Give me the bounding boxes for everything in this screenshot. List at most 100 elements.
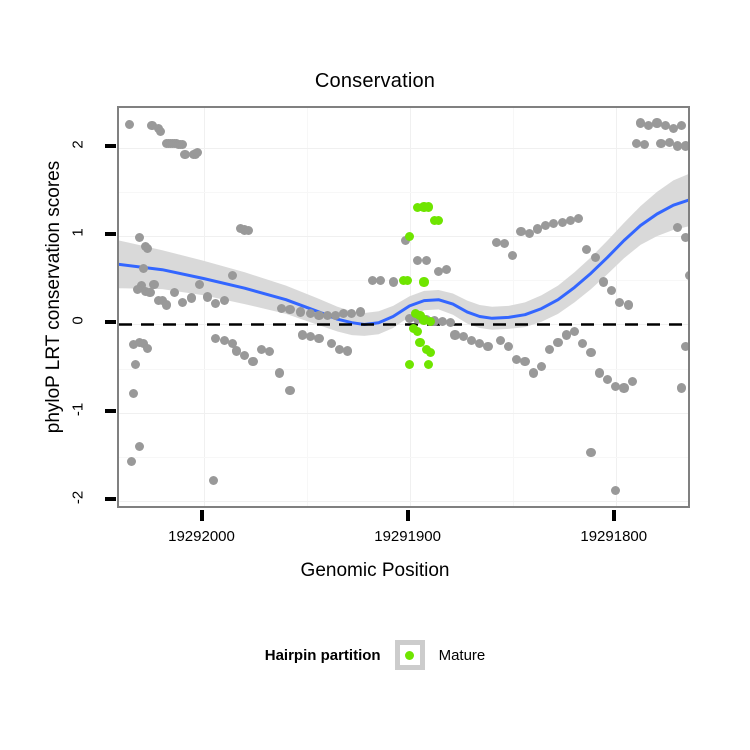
x-axis-tick-label: 19291800 xyxy=(580,528,648,545)
confidence-band xyxy=(119,174,688,336)
scatter-point-other xyxy=(475,339,485,349)
y-axis-tick-label: 2 xyxy=(69,140,87,149)
plot-panel xyxy=(117,106,690,508)
scatter-point-other xyxy=(541,220,551,231)
scatter-point-other xyxy=(656,138,666,148)
scatter-point-other xyxy=(433,266,444,277)
scatter-point-other xyxy=(334,344,345,354)
scatter-point-other xyxy=(512,355,522,365)
scatter-point-mature xyxy=(425,348,435,358)
scatter-point-other xyxy=(532,224,542,234)
scatter-point-mature xyxy=(402,275,413,285)
scatter-point-other xyxy=(413,256,423,266)
legend-item-label-mature: Mature xyxy=(438,646,486,664)
y-axis-tick-label: 0 xyxy=(69,316,87,326)
scatter-point-other xyxy=(565,215,575,225)
scatter-point-other xyxy=(314,333,324,344)
scatter-point-other xyxy=(458,332,468,342)
scatter-point-other xyxy=(132,284,143,294)
gridline-horizontal-minor xyxy=(119,368,688,370)
scatter-point-other xyxy=(149,280,159,290)
scatter-point-mature xyxy=(433,215,444,225)
x-axis-tick-mark xyxy=(405,510,410,521)
scatter-point-mature xyxy=(419,277,429,287)
scatter-points-layer xyxy=(119,108,688,506)
x-axis-tick-label: 19292000 xyxy=(168,528,235,545)
scatter-point-other xyxy=(561,330,571,340)
gridline-vertical-major xyxy=(203,108,205,506)
scatter-point-other xyxy=(143,343,153,353)
scatter-point-other xyxy=(685,271,688,281)
scatter-point-other xyxy=(672,222,683,232)
page-title: Conservation xyxy=(314,70,436,92)
legend-key-mature[interactable] xyxy=(394,640,425,670)
scatter-point-mature xyxy=(425,317,435,327)
scatter-point-other xyxy=(586,348,596,358)
scatter-point-other xyxy=(306,332,316,342)
scatter-point-other xyxy=(677,121,687,131)
y-axis-tick-label: -1 xyxy=(69,402,87,416)
scatter-point-other xyxy=(367,275,378,285)
scatter-point-other xyxy=(574,213,584,224)
scatter-point-other xyxy=(528,368,538,378)
scatter-point-other xyxy=(672,141,683,151)
scatter-point-other xyxy=(147,121,157,131)
scatter-point-other xyxy=(306,309,316,319)
green-dot-icon xyxy=(405,650,415,660)
scatter-point-other xyxy=(631,138,641,148)
gridline-horizontal-major xyxy=(119,412,688,414)
scatter-point-other xyxy=(126,456,136,466)
scatter-point-other xyxy=(450,330,460,340)
scatter-point-other xyxy=(244,226,254,236)
scatter-point-other xyxy=(615,297,625,307)
scatter-point-other xyxy=(178,297,188,307)
scatter-point-other xyxy=(405,313,415,323)
scatter-point-other xyxy=(602,374,613,384)
scatter-point-other xyxy=(586,447,596,458)
scatter-point-other xyxy=(607,286,617,296)
scatter-point-other xyxy=(248,356,258,367)
scatter-point-other xyxy=(227,271,237,281)
scatter-point-other xyxy=(545,344,555,354)
scatter-point-other xyxy=(161,300,171,310)
scatter-point-other xyxy=(594,368,604,378)
scatter-point-other xyxy=(135,233,145,243)
scatter-point-other xyxy=(598,277,608,287)
x-axis-tick-mark xyxy=(199,510,204,521)
scatter-point-other xyxy=(508,250,518,261)
gridline-horizontal-major xyxy=(119,501,688,503)
scatter-point-other xyxy=(209,476,219,486)
scatter-point-other xyxy=(664,137,674,148)
scatter-point-mature xyxy=(423,359,433,369)
scatter-point-other xyxy=(635,118,646,128)
scatter-point-mature xyxy=(413,326,423,337)
gridline-horizontal-minor xyxy=(119,191,688,193)
scatter-point-other xyxy=(256,344,266,354)
scatter-point-other xyxy=(322,311,332,321)
scatter-point-other xyxy=(143,243,153,254)
scatter-point-other xyxy=(536,362,547,372)
scatter-point-other xyxy=(623,300,633,310)
gridline-horizontal-major xyxy=(119,147,688,149)
scatter-point-other xyxy=(499,238,510,248)
scatter-point-other xyxy=(180,150,190,160)
scatter-point-other xyxy=(275,368,285,378)
scatter-point-other xyxy=(495,335,505,345)
scatter-point-other xyxy=(483,341,493,352)
scatter-point-other xyxy=(139,339,149,349)
scatter-point-other xyxy=(128,340,138,350)
scatter-point-other xyxy=(343,346,353,356)
x-axis-tick-label: 19291900 xyxy=(374,528,441,545)
scatter-point-other xyxy=(277,303,287,314)
scatter-point-other xyxy=(446,318,456,328)
scatter-point-other xyxy=(355,307,365,317)
scatter-point-other xyxy=(192,147,202,157)
scatter-point-other xyxy=(520,356,530,367)
scatter-point-mature xyxy=(405,359,415,369)
scatter-point-other xyxy=(516,227,526,237)
scatter-point-other xyxy=(178,139,188,149)
gridline-horizontal-major xyxy=(119,324,688,326)
scatter-point-other xyxy=(611,381,621,391)
scatter-point-other xyxy=(295,307,305,317)
y-axis-tick-mark xyxy=(105,143,116,148)
